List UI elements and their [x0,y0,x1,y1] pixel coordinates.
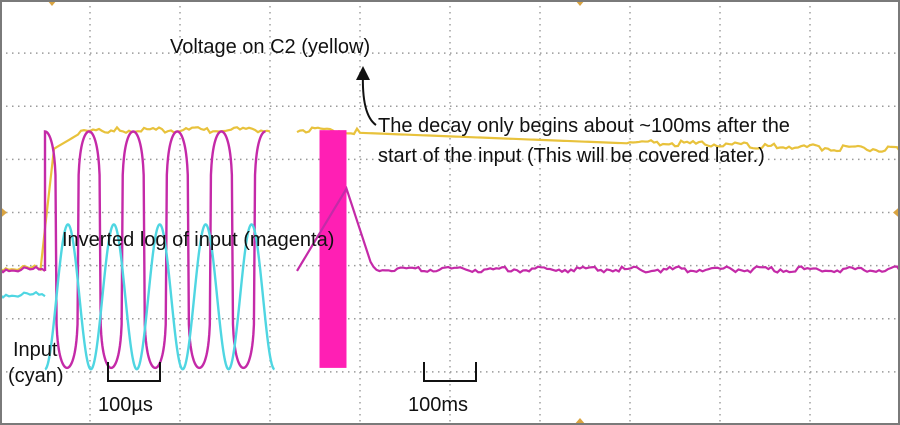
annotation-line2: start of the input (This will be covered… [378,145,765,167]
scale-label-left: 100µs [98,394,153,416]
series-magenta-band [319,130,347,368]
label-cyan-line1: Input [13,339,58,361]
label-yellow: Voltage on C2 (yellow) [170,36,370,58]
annotation-arrowhead-icon [356,66,370,80]
series-yellow-segment [296,126,900,153]
series-cyan-burst [44,223,275,371]
label-cyan-line2: (cyan) [8,365,64,387]
scale-bracket-left [107,362,161,382]
scale-bracket-right [423,362,477,382]
series-cyan-segment [0,290,46,299]
series-magenta-burst [43,130,266,370]
scale-label-right: 100ms [408,394,468,416]
series-magenta-segment [0,265,46,274]
traces [0,125,900,371]
label-magenta: Inverted log of input (magenta) [62,229,334,251]
series-magenta-segment [296,185,900,274]
annotation-line1: The decay only begins about ~100ms after… [378,115,790,137]
